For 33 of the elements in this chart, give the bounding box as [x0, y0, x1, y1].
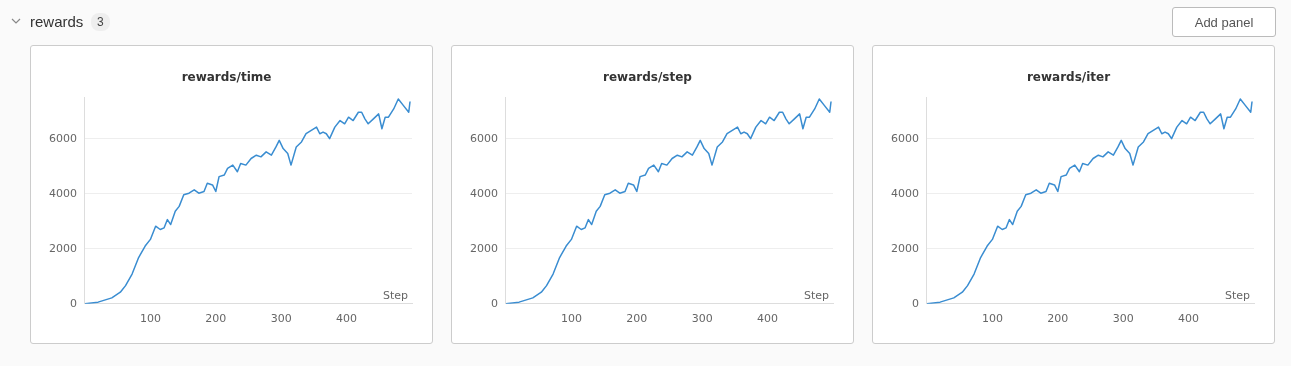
- chart-title: rewards/step: [603, 70, 693, 85]
- chart-title: rewards/time: [181, 70, 272, 85]
- text: 3: [91, 13, 110, 31]
- x-tick-label: 100: [981, 312, 1003, 326]
- y-tick-label: 0: [911, 296, 919, 310]
- x-tick-label: 400: [757, 312, 779, 326]
- x-tick-label: 400: [1178, 312, 1200, 326]
- x-tick-label: 200: [205, 312, 227, 326]
- x-tick-label: 200: [1047, 312, 1069, 326]
- y-tick-label: 2000: [48, 241, 77, 255]
- y-tick-label: 4000: [48, 186, 77, 200]
- y-tick-label: 6000: [469, 131, 498, 145]
- y-tick-label: 2000: [890, 241, 919, 255]
- y-tick-label: 2000: [469, 241, 498, 255]
- y-tick-label: 0: [490, 296, 498, 310]
- text: Add panel: [1172, 7, 1276, 37]
- x-tick-label: 300: [270, 312, 292, 326]
- x-axis-title: Step: [382, 289, 409, 303]
- y-tick-label: 0: [69, 296, 77, 310]
- x-tick-label: 400: [336, 312, 358, 326]
- text: rewards: [30, 13, 84, 30]
- x-tick-label: 200: [626, 312, 648, 326]
- x-tick-label: 300: [1112, 312, 1134, 326]
- y-tick-label: 4000: [890, 186, 919, 200]
- x-tick-label: 300: [691, 312, 713, 326]
- chart-title: rewards/iter: [1026, 70, 1111, 85]
- y-tick-label: 6000: [890, 131, 919, 145]
- x-tick-label: 100: [139, 312, 161, 326]
- y-tick-label: 6000: [48, 131, 77, 145]
- x-tick-label: 100: [560, 312, 582, 326]
- y-tick-label: 4000: [469, 186, 498, 200]
- x-axis-title: Step: [1224, 289, 1251, 303]
- x-axis-title: Step: [803, 289, 830, 303]
